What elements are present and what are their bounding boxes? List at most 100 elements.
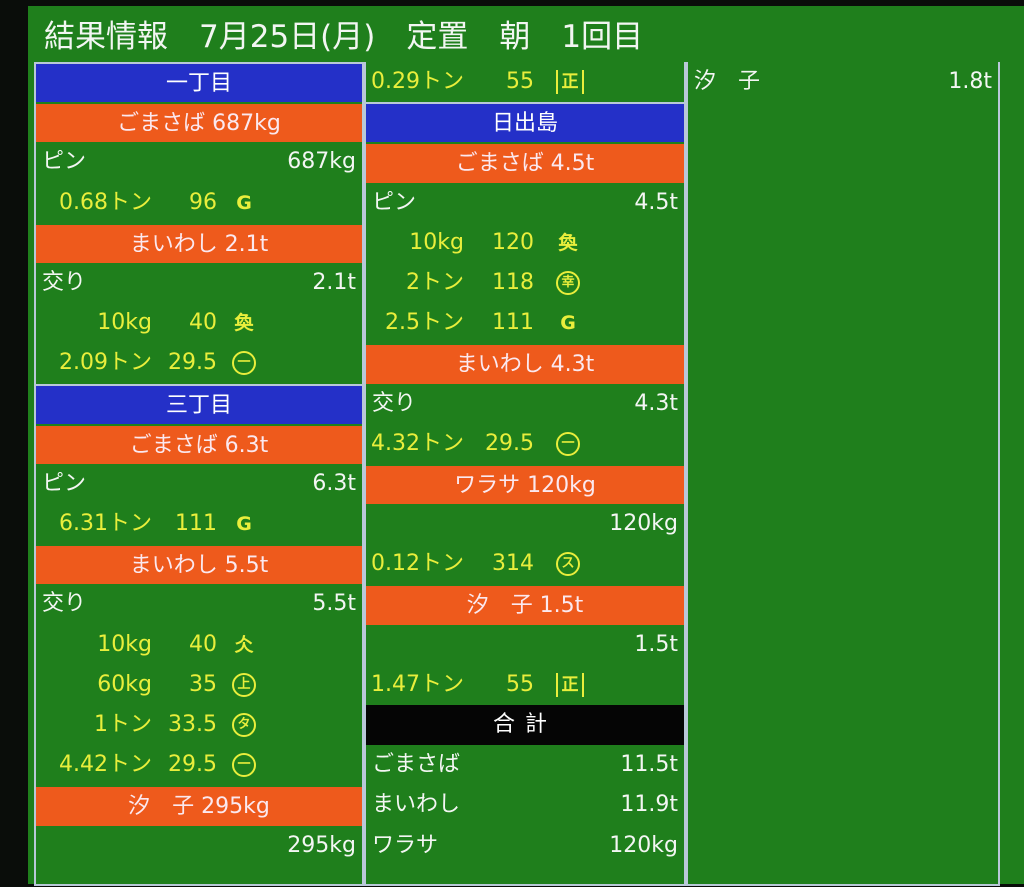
- buyer-mark-icon: 正: [556, 672, 584, 697]
- row-value: 1.5t: [634, 631, 678, 657]
- total-row: まいわし 11.9t: [366, 785, 684, 825]
- row-value: 2.1t: [312, 269, 356, 295]
- sale-quantity: 6.31トン: [59, 511, 152, 537]
- buyer-mark-icon: ス: [556, 552, 580, 577]
- sale-row: 0.12トン 314 ス: [366, 544, 684, 584]
- sale-quantity: 0.29トン: [371, 69, 464, 94]
- species-bar: ごまさば 687kg: [36, 102, 362, 143]
- sale-quantity: 10kg: [97, 631, 152, 657]
- buyer-mark-icon: G: [560, 312, 576, 335]
- sale-quantity: 10kg: [409, 229, 464, 255]
- sale-price: 120: [492, 229, 534, 255]
- sale-price: 314: [492, 551, 534, 577]
- row-label: 交り: [42, 591, 87, 617]
- sale-price: 118: [492, 269, 534, 295]
- sale-row: 10kg 120 奐: [366, 223, 684, 263]
- row-value: 4.3t: [634, 390, 678, 416]
- sale-quantity: 10kg: [97, 310, 152, 336]
- grade-row: 1.5t: [366, 625, 684, 665]
- sale-quantity: 2トン: [406, 269, 464, 295]
- sale-quantity: 2.09トン: [59, 350, 152, 376]
- buyer-mark-icon: 一: [232, 351, 256, 376]
- row-value: 295kg: [287, 832, 356, 858]
- total-row: ごまさば 11.5t: [366, 745, 684, 785]
- row-value: 4.5t: [634, 189, 678, 215]
- sale-price: 111: [492, 310, 534, 336]
- total-header: 合計: [366, 705, 684, 746]
- grade-row: ピン 6.3t: [36, 464, 362, 504]
- species-bar: まいわし 2.1t: [36, 222, 362, 263]
- sale-quantity: 4.42トン: [59, 752, 152, 778]
- sale-row: 1トン 33.5 タ: [36, 705, 362, 745]
- sale-price: 29.5: [168, 752, 217, 778]
- sale-quantity: 60kg: [97, 671, 152, 697]
- total-row: ワラサ 120kg: [366, 826, 684, 866]
- row-label: まいわし: [372, 792, 461, 818]
- buyer-mark-icon: 一: [556, 431, 580, 456]
- row-value: 5.5t: [312, 591, 356, 617]
- sale-row: 60kg 35 上: [36, 665, 362, 705]
- grade-row: 120kg: [366, 504, 684, 544]
- sale-row: 10kg 40 奐: [36, 303, 362, 343]
- row-value: 6.3t: [312, 470, 356, 496]
- grade-row: 295kg: [36, 826, 362, 866]
- sale-quantity: 4.32トン: [371, 430, 464, 456]
- location-header: 一丁目: [36, 62, 362, 103]
- buyer-mark-icon: タ: [232, 713, 256, 737]
- species-bar: ワラサ 120kg: [366, 463, 684, 505]
- sale-price: 40: [189, 310, 217, 336]
- grade-row: 汐 子 1.8t: [688, 62, 998, 102]
- sale-price: 55: [506, 671, 534, 697]
- sale-row: 4.32トン 29.5 一: [366, 424, 684, 464]
- buyer-mark-icon: 奐: [558, 231, 578, 254]
- row-value: 11.9t: [620, 792, 678, 818]
- sale-price: 40: [189, 631, 217, 657]
- row-label: ピン: [372, 189, 417, 215]
- sale-row: 0.68トン 96 G: [36, 183, 362, 223]
- row-label: ごまさば: [372, 752, 461, 778]
- buyer-mark-icon: 上: [232, 672, 256, 697]
- sale-price: 111: [175, 511, 217, 537]
- buyer-mark-icon: G: [236, 513, 252, 536]
- column-2: 0.29トン 55 正日出島 ごまさば 4.5t ピン 4.5t 10kg 120 奐 2トン 11…: [364, 62, 686, 886]
- grade-row: 交り 2.1t: [36, 263, 362, 303]
- row-label: ワラサ: [372, 832, 439, 858]
- sale-quantity: 0.68トン: [59, 189, 152, 215]
- board-title: 結果情報 7月25日(月) 定置 朝 1回目: [44, 19, 644, 55]
- row-label: 汐 子: [694, 69, 761, 94]
- sale-row: 4.42トン 29.5 一: [36, 745, 362, 785]
- location-header: 日出島: [366, 102, 684, 143]
- row-label: ピン: [42, 149, 87, 175]
- sale-quantity: 0.12トン: [371, 551, 464, 577]
- buyer-mark-icon: 一: [232, 753, 256, 778]
- column-3: 汐 子 1.8t: [686, 62, 1000, 886]
- sale-quantity: 2.5トン: [385, 310, 464, 336]
- sale-row: 6.31トン 111 G: [36, 504, 362, 544]
- grade-row: ピン 4.5t: [366, 183, 684, 223]
- buyer-mark-icon: G: [236, 191, 252, 214]
- sale-quantity: 1.47トン: [371, 671, 464, 697]
- species-bar: ごまさば 6.3t: [36, 423, 362, 464]
- species-bar: ごまさば 4.5t: [366, 142, 684, 183]
- row-value: 687kg: [287, 149, 356, 175]
- row-label: 交り: [42, 269, 87, 295]
- sale-row: 2トン 118 幸: [366, 263, 684, 303]
- sale-price: 96: [189, 189, 217, 215]
- buyer-mark-icon: 正: [556, 70, 584, 94]
- sale-quantity: 1トン: [94, 712, 152, 737]
- grade-row: 交り 4.3t: [366, 384, 684, 424]
- sale-row: 2.5トン 111 G: [366, 303, 684, 343]
- buyer-mark-icon: 幸: [556, 270, 580, 295]
- sale-row: 1.47トン 55 正: [366, 665, 684, 705]
- row-value: 11.5t: [620, 752, 678, 778]
- grade-row: 交り 5.5t: [36, 584, 362, 624]
- species-bar: まいわし 4.3t: [366, 343, 684, 384]
- sale-row: 0.29トン 55 正: [366, 62, 684, 102]
- location-header: 三丁目: [36, 383, 362, 424]
- sale-row: 10kg 40 仌: [36, 625, 362, 665]
- row-label: ピン: [42, 470, 87, 496]
- empty-area: [688, 102, 998, 884]
- empty-area: [36, 865, 362, 884]
- row-value: 1.8t: [948, 69, 992, 94]
- buyer-mark-icon: 奐: [234, 312, 254, 335]
